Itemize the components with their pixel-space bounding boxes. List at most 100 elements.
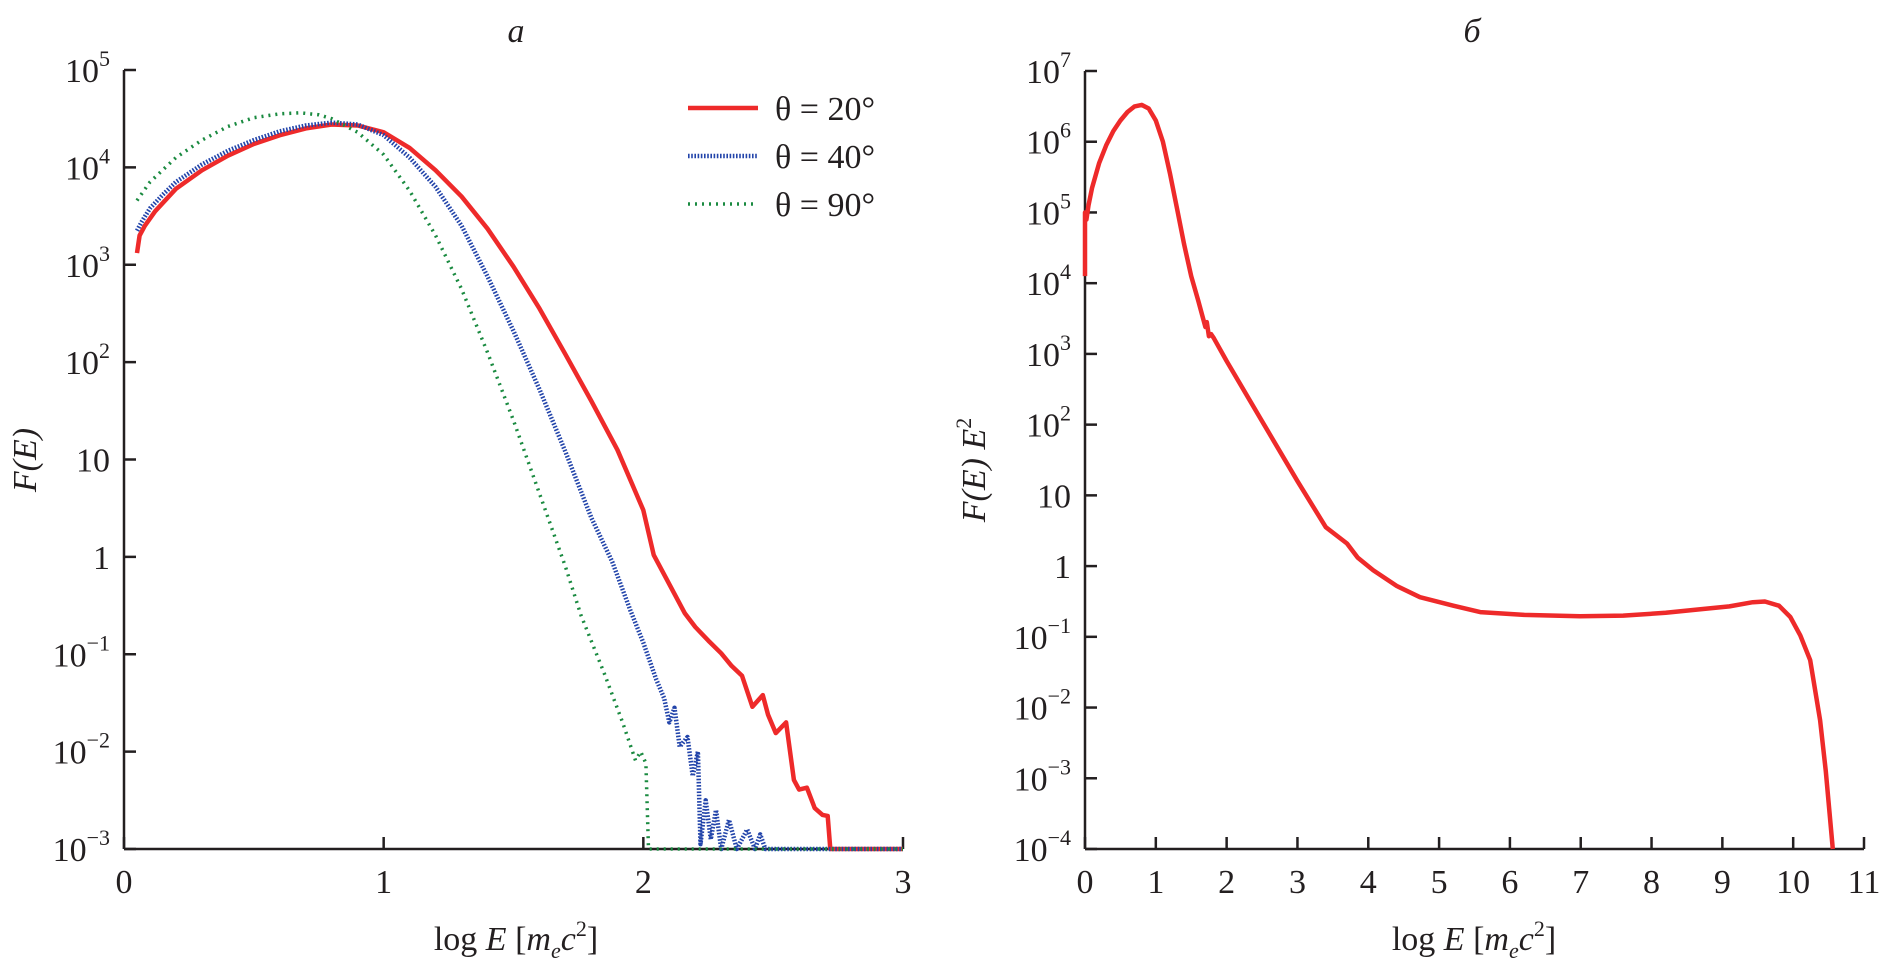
panel-b: б 10710610510410310210110−110−210−310−40… <box>951 13 1880 963</box>
x-title-sub: e <box>551 938 561 963</box>
panel-a-x-axis-title: log E [mec2] <box>434 916 598 963</box>
panel-a-label: a <box>508 13 525 50</box>
y-tick-exponent: 5 <box>99 46 110 71</box>
y-tick-base: 10 <box>1026 408 1060 445</box>
y-tick-base: 10 <box>1014 761 1048 798</box>
y-tick-base: 10 <box>53 832 87 869</box>
y-tick-label: 10−1 <box>53 630 110 674</box>
y-tick-base: 10 <box>1026 266 1060 303</box>
y-tick-label: 10−1 <box>1014 613 1071 657</box>
y-title-sup: 2 <box>951 418 976 429</box>
y-tick-label: 10−4 <box>1014 825 1071 869</box>
x-title-log: log <box>434 921 486 958</box>
y-tick-exponent: 2 <box>1060 401 1071 426</box>
y-tick-exponent: −4 <box>1048 825 1071 850</box>
svg-text:log E [mec2]: log E [mec2] <box>1392 916 1556 963</box>
x-title-sup: 2 <box>576 916 587 941</box>
x-tick-label: 2 <box>1218 864 1235 901</box>
x-tick-label: 6 <box>1501 864 1518 901</box>
panel-b-label: б <box>1463 13 1482 50</box>
y-tick-base: 10 <box>1026 337 1060 374</box>
panel-b-series <box>1082 102 1836 850</box>
x-tick-label: 10 <box>1776 864 1810 901</box>
panel-b-x-axis-title: log E [mec2] <box>1392 916 1556 963</box>
y-tick-base: 10 <box>65 345 99 382</box>
y-tick-exponent: −1 <box>1048 613 1071 638</box>
y-tick-label: 1 <box>93 540 110 577</box>
y-tick-exponent: −2 <box>87 728 110 753</box>
x-title-sub: e <box>1509 938 1519 963</box>
y-tick-exponent: 3 <box>1060 330 1071 355</box>
x-title-var: E <box>485 921 507 958</box>
x-title-log: log <box>1392 921 1444 958</box>
y-tick-exponent: 4 <box>1060 259 1071 284</box>
y-tick-exponent: −1 <box>87 630 110 655</box>
x-title-m: m <box>1484 921 1509 958</box>
x-tick-label: 2 <box>635 864 652 901</box>
panel-a-legend: θ = 20° θ = 40° θ = 90° <box>688 91 875 224</box>
y-tick-base: 10 <box>1026 125 1060 162</box>
legend-label: θ = 90° <box>775 187 875 224</box>
y-tick-label: 10 <box>1037 478 1071 515</box>
x-tick-label: 8 <box>1643 864 1660 901</box>
y-tick-base: 1 <box>1054 549 1071 586</box>
y-tick-base: 10 <box>1014 691 1048 728</box>
y-tick-label: 103 <box>65 241 110 285</box>
x-title-m: m <box>526 921 551 958</box>
y-tick-label: 10−3 <box>53 825 110 869</box>
y-tick-label: 106 <box>1026 118 1071 162</box>
y-tick-label: 104 <box>1026 259 1071 303</box>
y-tick-label: 10 <box>76 443 110 480</box>
y-tick-exponent: 4 <box>99 143 110 168</box>
y-tick-base: 1 <box>93 540 110 577</box>
y-tick-exponent: 7 <box>1060 47 1071 72</box>
series-line-2 <box>135 120 903 852</box>
y-tick-label: 10−3 <box>1014 754 1071 798</box>
legend-label: θ = 40° <box>775 139 875 176</box>
y-tick-base: 10 <box>53 637 87 674</box>
x-title-sup: 2 <box>1534 916 1545 941</box>
x-tick-label: 9 <box>1714 864 1731 901</box>
y-tick-exponent: −2 <box>1048 684 1071 709</box>
y-title-main: F(E) E <box>956 429 993 524</box>
x-tick-label: 0 <box>1077 864 1094 901</box>
series-line-1 <box>134 122 903 852</box>
x-tick-label: 0 <box>116 864 133 901</box>
y-tick-label: 107 <box>1026 47 1071 91</box>
y-tick-label: 10−2 <box>53 728 110 772</box>
x-title-open: [ <box>507 921 527 958</box>
x-tick-label: 1 <box>375 864 392 901</box>
y-tick-label: 10−2 <box>1014 684 1071 728</box>
x-title-open: [ <box>1465 921 1485 958</box>
y-tick-base: 10 <box>1014 832 1048 869</box>
y-tick-base: 10 <box>1026 195 1060 232</box>
y-tick-exponent: 2 <box>99 338 110 363</box>
y-tick-label: 104 <box>65 143 110 187</box>
svg-text:log E [mec2]: log E [mec2] <box>434 916 598 963</box>
y-tick-base: 10 <box>1026 54 1060 91</box>
panel-a-series <box>134 111 903 852</box>
x-tick-label: 3 <box>1289 864 1306 901</box>
x-title-c: c <box>1519 921 1534 958</box>
y-tick-label: 105 <box>1026 188 1071 232</box>
x-tick-label: 4 <box>1360 864 1377 901</box>
x-tick-label: 5 <box>1431 864 1448 901</box>
panel-b-y-axis-title: F(E) E2 <box>951 418 993 523</box>
y-tick-exponent: −3 <box>1048 754 1071 779</box>
x-title-c: c <box>561 921 576 958</box>
x-tick-label: 11 <box>1848 864 1881 901</box>
legend-label: θ = 20° <box>775 91 875 128</box>
y-tick-base: 10 <box>1037 478 1071 515</box>
y-tick-label: 102 <box>1026 401 1071 445</box>
y-tick-exponent: 5 <box>1060 188 1071 213</box>
y-tick-label: 1 <box>1054 549 1071 586</box>
series-line-3 <box>135 111 903 851</box>
y-tick-base: 10 <box>76 443 110 480</box>
y-tick-base: 10 <box>1014 620 1048 657</box>
y-tick-exponent: −3 <box>87 825 110 850</box>
y-tick-base: 10 <box>53 735 87 772</box>
panel-a-y-axis-title: F(E) <box>7 428 44 493</box>
